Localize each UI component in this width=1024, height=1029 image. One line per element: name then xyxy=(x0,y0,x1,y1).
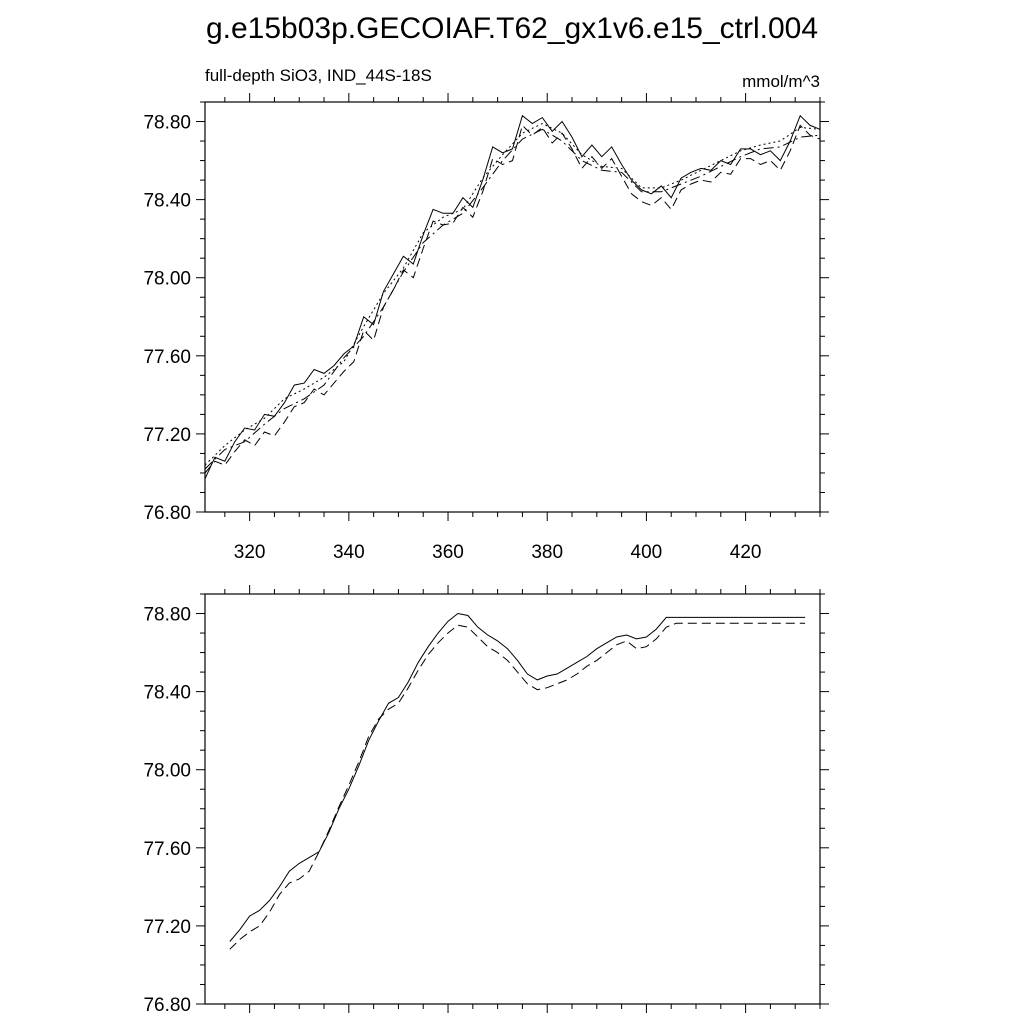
y-tick-label: 76.80 xyxy=(143,995,191,1016)
x-tick-label: 380 xyxy=(531,542,563,563)
plot-frame xyxy=(204,101,821,513)
series-line-dashed xyxy=(229,622,806,950)
plot-frame xyxy=(204,593,821,1005)
x-tick-label: 400 xyxy=(631,542,663,563)
series-line-dotted xyxy=(204,122,821,466)
x-tick-label: 420 xyxy=(730,542,762,563)
y-tick-label: 78.40 xyxy=(143,683,191,704)
subtitle-right: mmol/m^3 xyxy=(742,72,820,91)
y-tick-label: 77.20 xyxy=(143,425,191,446)
series-line-solid xyxy=(229,612,806,942)
x-tick-label: 340 xyxy=(333,542,365,563)
x-tick-label: 360 xyxy=(432,542,464,563)
y-tick-label: 78.00 xyxy=(143,761,191,782)
y-tick-label: 78.80 xyxy=(143,113,191,134)
x-tick-label: 320 xyxy=(234,542,266,563)
series-line-dashed xyxy=(204,124,821,474)
subtitle-left: full-depth SiO3, IND_44S-18S xyxy=(205,66,432,85)
y-tick-label: 77.20 xyxy=(143,917,191,938)
y-tick-label: 77.60 xyxy=(143,839,191,860)
y-tick-label: 78.40 xyxy=(143,191,191,212)
series-line-solid xyxy=(204,114,821,480)
panel-top: 320 340 360 380 400 420 76.80 77.20 77.60 78.00 78… xyxy=(143,93,829,563)
y-tick-label: 76.80 xyxy=(143,503,191,524)
y-tick-label: 78.00 xyxy=(143,269,191,290)
y-tick-label: 77.60 xyxy=(143,347,191,368)
series-line-dashdot xyxy=(204,128,821,470)
y-tick-label: 78.80 xyxy=(143,605,191,626)
panel-bottom: 76.80 77.20 77.60 78.00 78.40 78.80 xyxy=(143,585,829,1016)
figure-title: g.e15b03p.GECOIAF.T62_gx1v6.e15_ctrl.004 xyxy=(206,12,818,45)
